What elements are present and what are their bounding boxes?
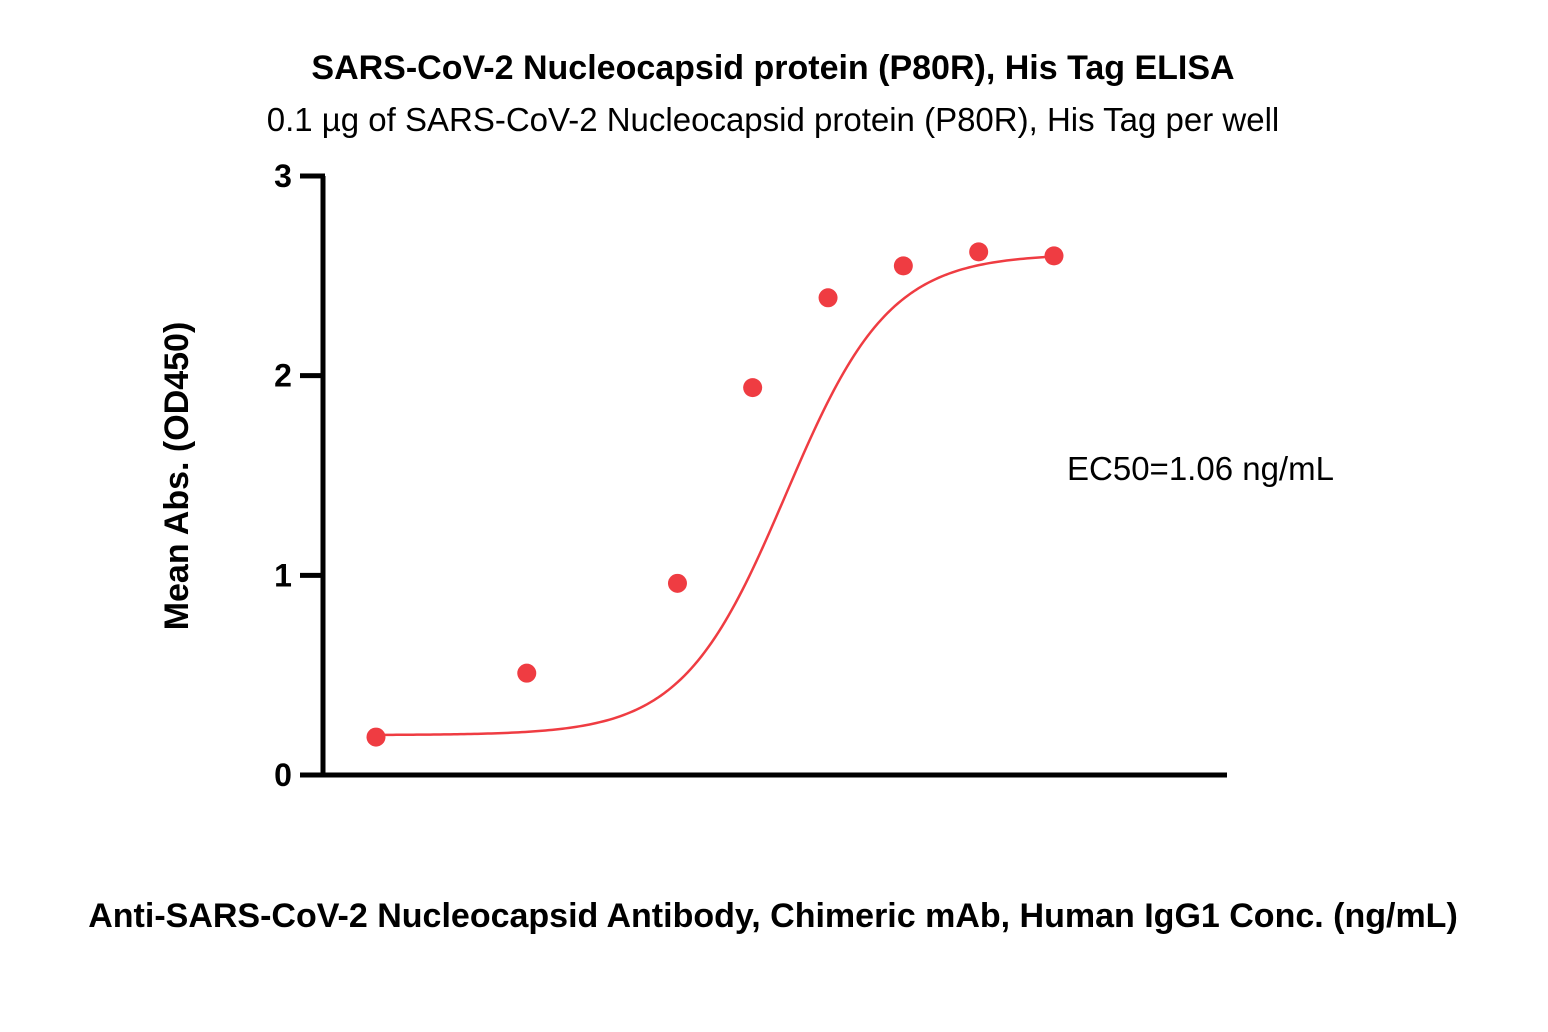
- chart-title: SARS-CoV-2 Nucleocapsid protein (P80R), …: [311, 49, 1234, 87]
- x-axis-label: Anti-SARS-CoV-2 Nucleocapsid Antibody, C…: [88, 897, 1458, 935]
- fit-curve: [375, 255, 1055, 737]
- data-point: [818, 288, 838, 308]
- data-point: [667, 573, 687, 593]
- data-point: [893, 256, 913, 276]
- data-point: [969, 242, 989, 262]
- chart-subtitle: 0.1 µg of SARS-CoV-2 Nucleocapsid protei…: [267, 101, 1280, 138]
- data-points: [366, 242, 1064, 747]
- y-axis-ticks: 0 1 2 3: [274, 158, 325, 793]
- y-tick-label: 0: [274, 757, 292, 793]
- plot-area: [366, 242, 1064, 747]
- axes: 0 1 2 3: [274, 158, 1227, 793]
- y-tick-label: 3: [274, 158, 292, 194]
- data-point: [517, 663, 537, 683]
- ec50-annotation: EC50=1.06 ng/mL: [1067, 450, 1334, 487]
- data-point: [743, 378, 763, 398]
- y-tick-label: 2: [274, 358, 292, 394]
- data-point: [1044, 246, 1064, 266]
- y-axis-label: Mean Abs. (OD450): [158, 322, 196, 631]
- data-point: [366, 727, 386, 747]
- y-tick-label: 1: [274, 557, 292, 593]
